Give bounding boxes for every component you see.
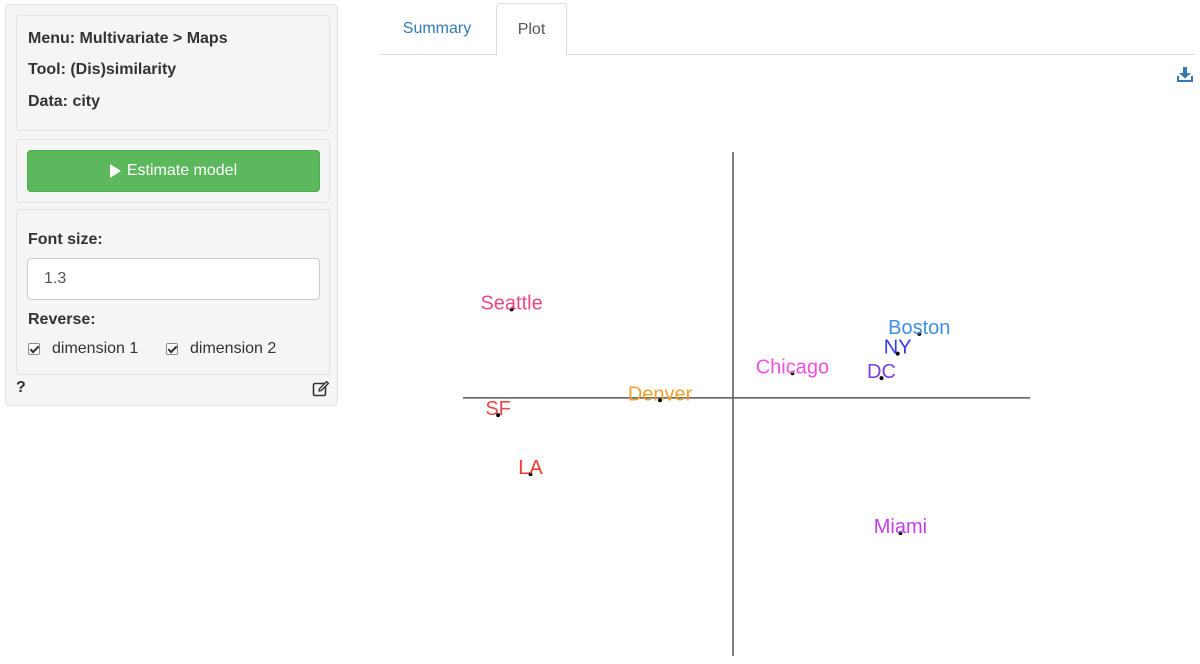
run-panel: Estimate model — [16, 139, 330, 203]
dimension1-checkbox[interactable] — [28, 343, 40, 355]
options-panel: Font size: Reverse: dimension 1 dimensio… — [16, 209, 330, 375]
city-point-miami — [898, 531, 903, 536]
font-size-label: Font size: — [28, 231, 103, 248]
tab-summary[interactable]: Summary — [402, 20, 472, 37]
reverse-dimension2-option[interactable]: dimension 2 — [166, 340, 276, 358]
city-label-miami: Miami — [874, 516, 927, 538]
city-point-seattle — [509, 307, 514, 312]
dimension2-checkbox[interactable] — [166, 343, 178, 355]
dataset-name: Data: city — [28, 93, 101, 110]
city-point-ny — [895, 351, 900, 356]
reverse-dimension1-option[interactable]: dimension 1 — [28, 340, 138, 358]
city-label-seattle: Seattle — [480, 292, 542, 314]
city-label-ny: NY — [884, 337, 912, 359]
city-point-sf — [496, 413, 501, 418]
dimension2-label: dimension 2 — [190, 340, 277, 357]
estimate-model-label: Estimate model — [126, 162, 238, 179]
city-point-boston — [917, 331, 922, 336]
info-panel: Menu: Multivariate > Maps Tool: (Dis)sim… — [16, 15, 330, 131]
edit-icon[interactable] — [312, 380, 330, 398]
city-point-chicago — [790, 371, 795, 376]
download-icon[interactable] — [1176, 67, 1194, 83]
city-point-dc — [879, 376, 884, 381]
estimate-model-button[interactable]: Estimate model — [27, 150, 320, 192]
city-label-la: LA — [518, 457, 543, 479]
city-label-chicago: Chicago — [756, 356, 829, 378]
tool-name: Tool: (Dis)similarity — [28, 61, 177, 78]
font-size-input[interactable] — [27, 258, 320, 300]
city-point-denver — [658, 398, 663, 403]
city-label-dc: DC — [867, 361, 896, 383]
city-point-la — [528, 472, 533, 477]
sidebar: Menu: Multivariate > Maps Tool: (Dis)sim… — [5, 4, 338, 406]
menu-path: Menu: Multivariate > Maps — [28, 30, 228, 47]
city-label-boston: Boston — [888, 317, 950, 339]
city-label-denver: Denver — [628, 383, 693, 405]
dimension1-label: dimension 1 — [52, 340, 139, 357]
reverse-label: Reverse: — [28, 311, 96, 328]
tab-plot[interactable]: Plot — [496, 3, 567, 56]
tab-bar: Summary Plot — [379, 3, 1195, 56]
city-label-sf: SF — [485, 398, 511, 420]
play-icon — [109, 164, 121, 178]
help-icon[interactable]: ? — [16, 379, 26, 396]
